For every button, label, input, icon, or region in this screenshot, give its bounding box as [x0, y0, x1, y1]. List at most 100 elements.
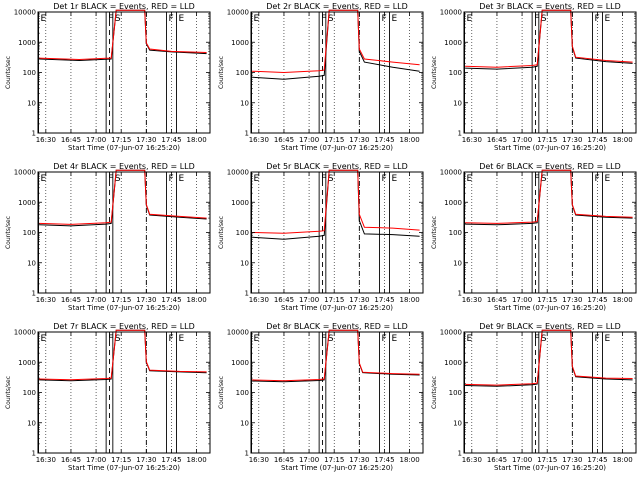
x-tick-label: 16:45 [274, 296, 294, 304]
marker-label: E [391, 334, 397, 344]
marker-label: F [321, 334, 326, 344]
marker-label: F [381, 14, 386, 24]
y-tick-label: 10000 [14, 9, 36, 17]
y-tick-label: 1 [458, 290, 462, 298]
marker-label: E [254, 334, 260, 344]
y-tick-label: 100 [236, 229, 249, 237]
series-lld [39, 329, 207, 381]
marker-label: F [534, 14, 539, 24]
series-lld [252, 329, 420, 382]
x-axis-label: Start Time (07-Jun-07 16:25:20) [494, 464, 606, 472]
y-tick-label: 1 [458, 130, 462, 138]
y-tick-label: 100 [23, 389, 36, 397]
plot-frame [463, 11, 637, 134]
x-tick-label: 17:30 [562, 136, 582, 144]
panel-title: Det 2r BLACK = Events, RED = LLD [266, 2, 408, 11]
y-axis-label: Counts/sec [218, 376, 225, 409]
marker-label: S [328, 334, 334, 344]
x-tick-label: 17:45 [374, 136, 394, 144]
x-tick-label: 17:15 [324, 136, 344, 144]
x-tick-label: 17:45 [161, 296, 181, 304]
y-tick-label: 1000 [231, 199, 249, 207]
panel-title: Det 5r BLACK = Events, RED = LLD [266, 162, 408, 171]
x-tick-label: 18:00 [400, 456, 420, 464]
marker-label: S [541, 334, 547, 344]
x-tick-label: 17:30 [349, 456, 369, 464]
y-tick-label: 1 [245, 450, 249, 458]
marker-label: F [168, 14, 173, 24]
marker-label: F [594, 334, 599, 344]
x-tick-label: 18:00 [613, 456, 633, 464]
x-tick-label: 17:45 [374, 456, 394, 464]
x-tick-label: 17:00 [512, 296, 532, 304]
y-tick-label: 1000 [18, 39, 36, 47]
plot-frame [37, 171, 211, 294]
marker-label: E [604, 334, 610, 344]
x-tick-label: 16:45 [274, 136, 294, 144]
x-axis-label: Start Time (07-Jun-07 16:25:20) [68, 144, 180, 152]
x-axis-label: Start Time (07-Jun-07 16:25:20) [494, 304, 606, 312]
marker-label: E [391, 14, 397, 24]
plot-frame [37, 11, 211, 134]
x-tick-label: 17:15 [111, 136, 131, 144]
y-tick-label: 10 [27, 419, 36, 427]
marker-label: F [381, 174, 386, 184]
x-tick-label: 16:30 [36, 296, 56, 304]
x-tick-label: 17:30 [136, 456, 156, 464]
marker-label: F [381, 334, 386, 344]
marker-label: S [541, 14, 547, 24]
marker-label: F [534, 174, 539, 184]
marker-label: E [178, 334, 184, 344]
x-tick-label: 18:00 [187, 296, 207, 304]
y-tick-label: 10000 [440, 9, 462, 17]
marker-label: F [108, 14, 113, 24]
marker-label: F [168, 174, 173, 184]
x-tick-label: 17:30 [136, 136, 156, 144]
y-axis-label: Counts/sec [218, 216, 225, 249]
x-tick-label: 17:00 [86, 136, 106, 144]
x-tick-label: 17:15 [537, 456, 557, 464]
y-tick-label: 1 [32, 130, 36, 138]
y-tick-label: 1000 [18, 359, 36, 367]
plot-frame [250, 171, 424, 294]
x-tick-label: 17:15 [324, 456, 344, 464]
marker-label: E [254, 14, 260, 24]
y-tick-label: 10 [27, 259, 36, 267]
x-tick-label: 18:00 [613, 296, 633, 304]
y-axis-label: Counts/sec [5, 376, 12, 409]
x-tick-label: 16:30 [462, 456, 482, 464]
x-tick-label: 17:00 [299, 456, 319, 464]
y-tick-label: 1000 [444, 359, 462, 367]
y-tick-label: 100 [236, 69, 249, 77]
marker-label: S [328, 174, 334, 184]
y-tick-label: 10000 [14, 169, 36, 177]
y-tick-label: 1000 [444, 199, 462, 207]
x-tick-label: 18:00 [400, 136, 420, 144]
panel-title: Det 4r BLACK = Events, RED = LLD [53, 162, 195, 171]
x-tick-label: 17:00 [512, 136, 532, 144]
x-tick-label: 17:30 [349, 296, 369, 304]
y-tick-label: 10000 [440, 329, 462, 337]
x-axis-label: Start Time (07-Jun-07 16:25:20) [68, 304, 180, 312]
marker-label: E [467, 334, 473, 344]
marker-label: F [594, 174, 599, 184]
marker-label: S [328, 14, 334, 24]
y-axis-label: Counts/sec [431, 56, 438, 89]
y-tick-label: 100 [23, 229, 36, 237]
marker-label: E [41, 174, 47, 184]
x-tick-label: 16:45 [61, 136, 81, 144]
y-tick-label: 1000 [231, 359, 249, 367]
plot-frame [250, 331, 424, 454]
y-tick-label: 10 [240, 259, 249, 267]
y-tick-label: 100 [449, 389, 462, 397]
x-tick-label: 17:30 [562, 456, 582, 464]
x-tick-label: 17:15 [537, 296, 557, 304]
y-tick-label: 10000 [227, 169, 249, 177]
y-axis-label: Counts/sec [5, 216, 12, 249]
x-tick-label: 17:00 [299, 296, 319, 304]
